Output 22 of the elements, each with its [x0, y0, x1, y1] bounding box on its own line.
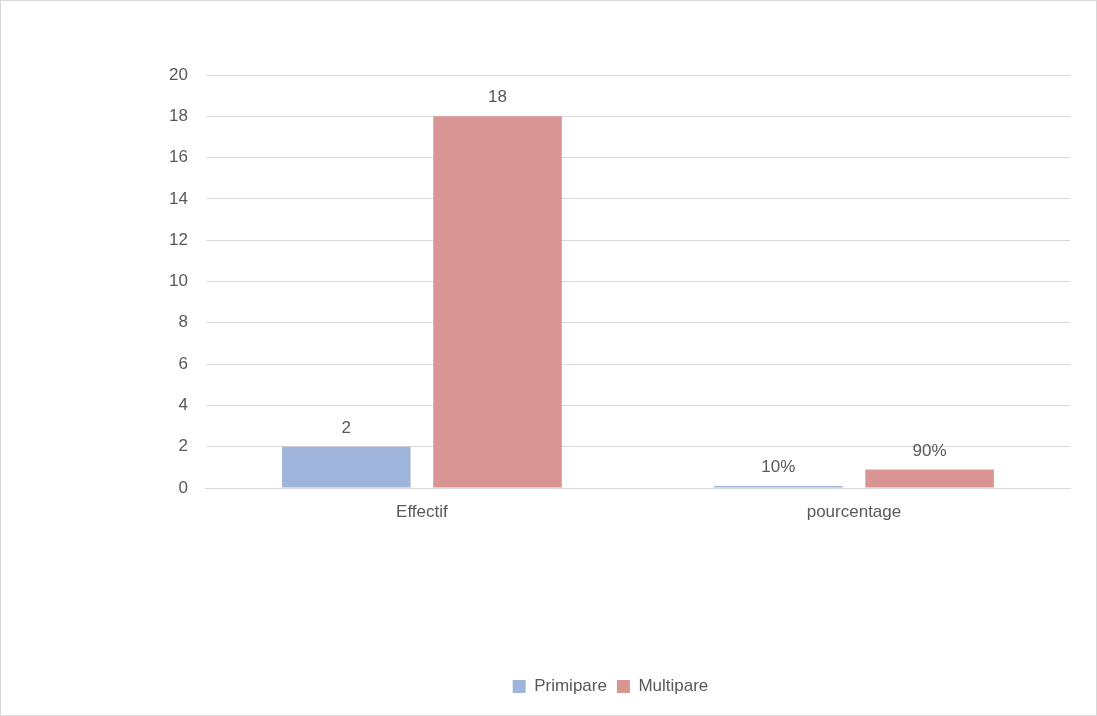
y-tick-label: 10 — [168, 271, 188, 291]
y-tick-label: 6 — [178, 353, 188, 373]
data-label: 18 — [488, 87, 507, 107]
x-tick-label: pourcentage — [806, 501, 902, 521]
y-tick-label: 4 — [178, 395, 188, 415]
y-tick-label: 16 — [168, 147, 188, 167]
y-tick-label: 12 — [168, 229, 188, 249]
y-tick-label: 20 — [168, 64, 188, 84]
x-tick-label: Effectif — [396, 501, 449, 521]
data-label: 10% — [761, 457, 796, 477]
data-label: 90% — [912, 440, 947, 460]
bar — [282, 446, 411, 488]
y-tick-label: 14 — [168, 188, 188, 208]
legend-label: Multipare — [638, 676, 709, 696]
bar — [433, 116, 562, 488]
data-label: 2 — [341, 417, 352, 437]
y-tick-label: 8 — [178, 312, 188, 332]
y-tick-label: 18 — [168, 105, 188, 125]
y-tick-label: 0 — [178, 477, 188, 497]
bar — [865, 469, 994, 488]
legend-label: Primipare — [534, 676, 607, 696]
y-tick-label: 2 — [178, 436, 188, 456]
